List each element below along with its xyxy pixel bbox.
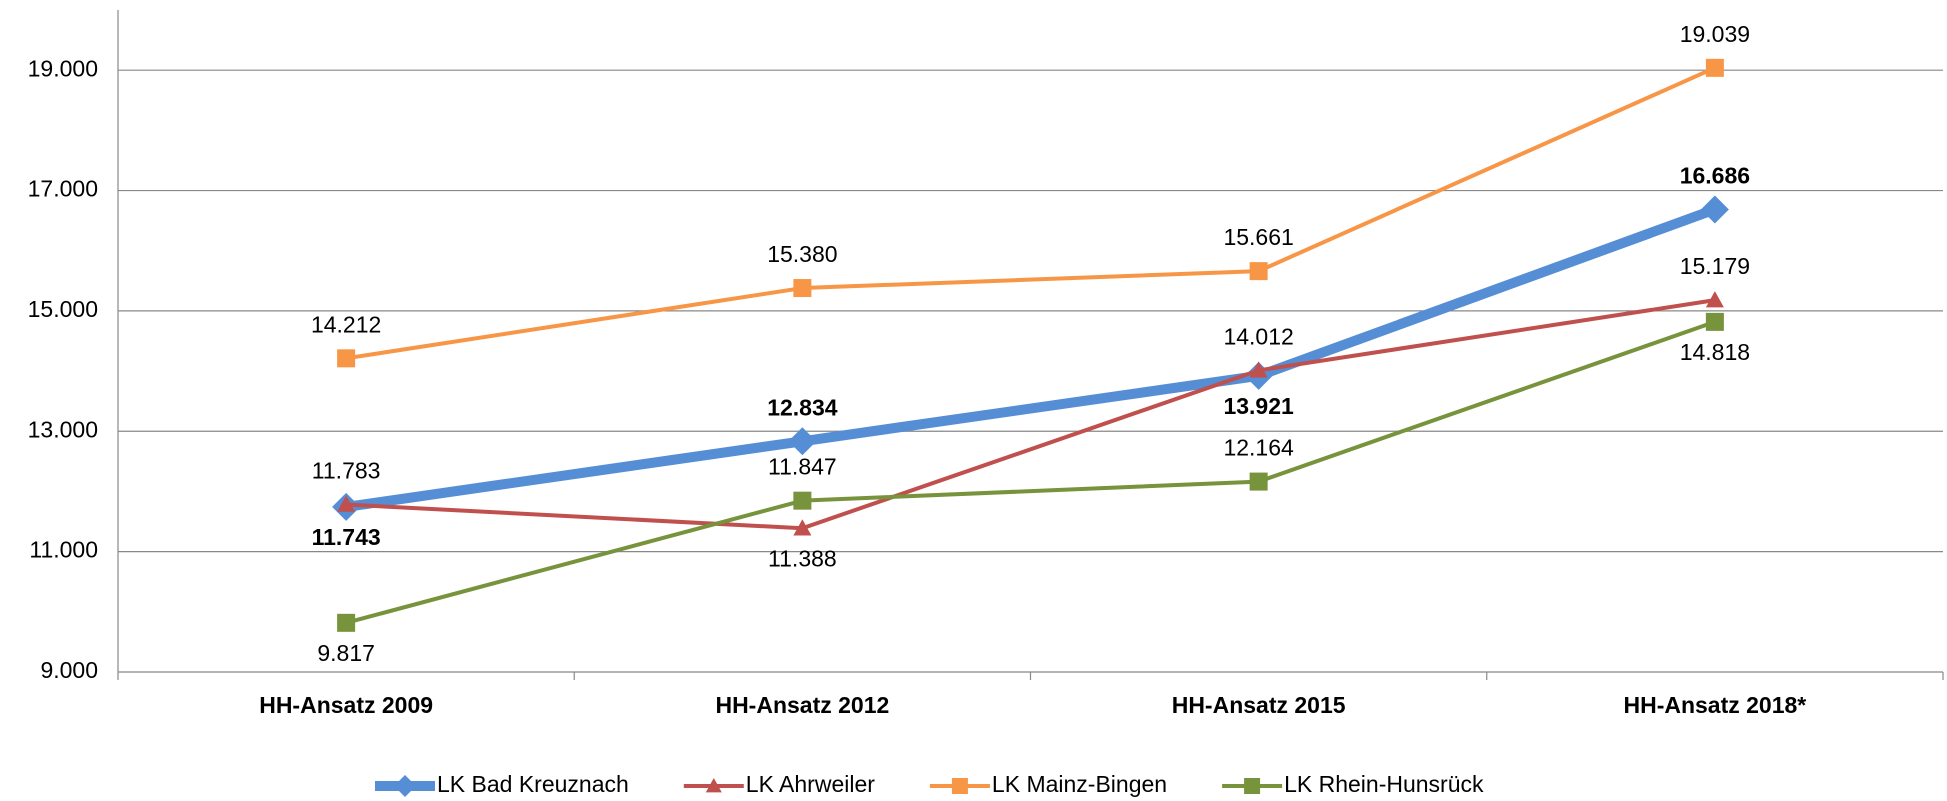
series-line [345, 204, 1717, 512]
data-point [337, 495, 356, 512]
legend-item: LK Bad Kreuznach [375, 771, 629, 797]
data-point [793, 279, 812, 298]
series-line [345, 66, 1716, 361]
x-tick-label: HH-Ansatz 2009 [259, 692, 433, 718]
data-label: 9.817 [317, 640, 375, 666]
data-label: 14.818 [1680, 339, 1750, 365]
data-label: 19.039 [1680, 21, 1750, 47]
series-line [346, 298, 1716, 531]
data-label: 15.179 [1680, 253, 1750, 279]
legend-marker [951, 778, 968, 794]
data-label: 11.388 [768, 545, 837, 571]
data-point [1705, 291, 1724, 308]
legend-label: LK Rhein-Hunsrück [1284, 771, 1484, 797]
data-label: 11.847 [768, 454, 837, 480]
data-label: 11.743 [312, 524, 381, 550]
data-label: 15.380 [767, 241, 837, 267]
legend-marker [394, 775, 416, 797]
data-label: 14.012 [1223, 323, 1293, 349]
legend-label: LK Ahrweiler [746, 771, 875, 797]
x-tick-label: HH-Ansatz 2018* [1623, 692, 1806, 718]
data-label: 13.921 [1223, 393, 1294, 419]
data-point [337, 349, 356, 368]
data-point [1249, 361, 1268, 378]
data-label: 11.783 [312, 458, 381, 484]
y-tick-label: 13.000 [28, 416, 98, 442]
y-tick-label: 15.000 [28, 296, 98, 322]
x-tick-label: HH-Ansatz 2012 [715, 692, 889, 718]
legend-label: LK Mainz-Bingen [992, 771, 1167, 797]
data-point [793, 491, 812, 510]
data-point [337, 613, 356, 632]
y-tick-label: 19.000 [28, 55, 98, 81]
legend-item: LK Mainz-Bingen [929, 771, 1167, 797]
legend-marker [705, 778, 722, 793]
data-label: 16.686 [1680, 163, 1750, 189]
data-point [1705, 58, 1724, 77]
x-tick-label: HH-Ansatz 2015 [1172, 692, 1346, 718]
data-label: 12.164 [1223, 435, 1294, 461]
data-point [1249, 262, 1268, 281]
legend-label: LK Bad Kreuznach [437, 771, 629, 797]
legend-item: LK Rhein-Hunsrück [1222, 771, 1484, 797]
y-tick-label: 17.000 [28, 176, 98, 202]
y-tick-label: 11.000 [29, 537, 98, 563]
data-point [1700, 195, 1729, 224]
data-point [793, 519, 812, 536]
series-line [345, 319, 1716, 625]
y-tick-label: 9.000 [40, 657, 98, 683]
data-label: 15.661 [1223, 224, 1293, 250]
data-point [1249, 472, 1268, 491]
data-point [1705, 312, 1724, 331]
data-label: 12.834 [767, 394, 838, 420]
legend-marker [1244, 778, 1261, 794]
data-point [788, 427, 817, 456]
data-label: 14.212 [311, 311, 381, 337]
